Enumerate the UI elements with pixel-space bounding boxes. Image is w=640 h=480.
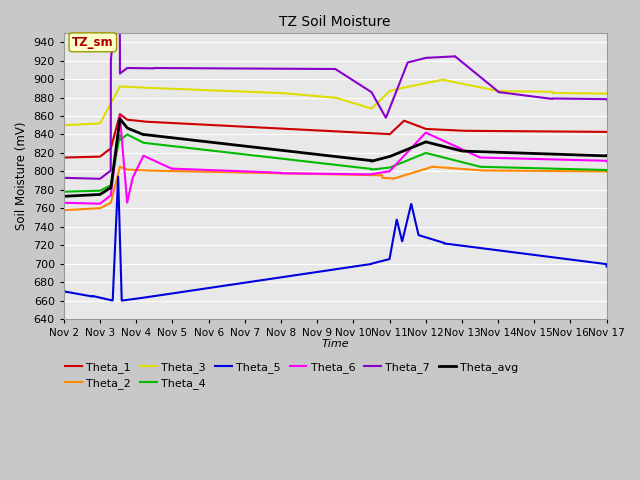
- Legend: Theta_1, Theta_2, Theta_3, Theta_4, Theta_5, Theta_6, Theta_7, Theta_avg: Theta_1, Theta_2, Theta_3, Theta_4, Thet…: [61, 358, 523, 394]
- Title: TZ Soil Moisture: TZ Soil Moisture: [280, 15, 391, 29]
- X-axis label: Time: Time: [321, 339, 349, 349]
- Text: TZ_sm: TZ_sm: [72, 36, 114, 49]
- Y-axis label: Soil Moisture (mV): Soil Moisture (mV): [15, 122, 28, 230]
